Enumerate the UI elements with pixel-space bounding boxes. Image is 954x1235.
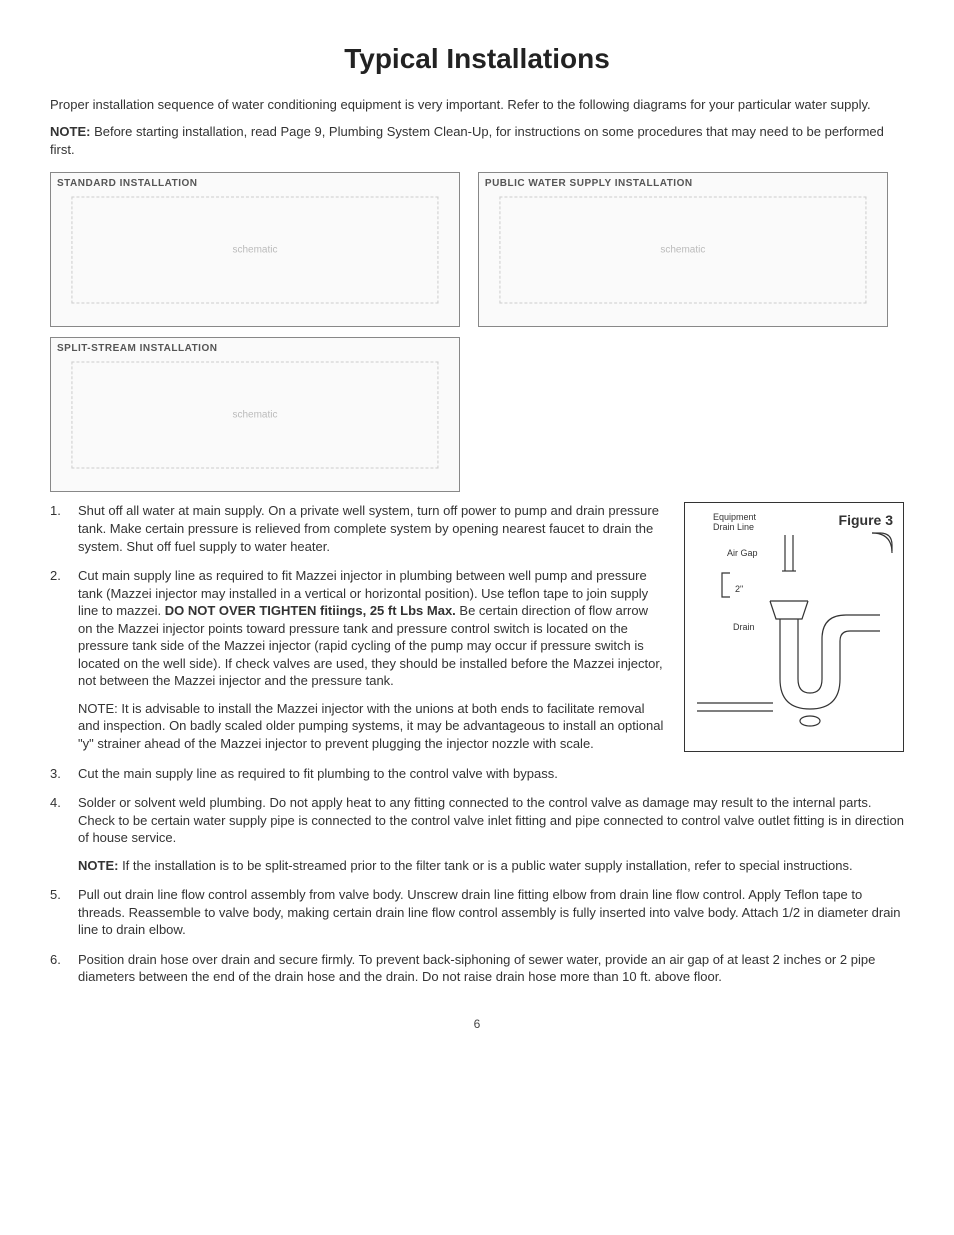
- diagrams-row: STANDARD INSTALLATION schematic SPLIT-ST…: [50, 172, 904, 492]
- p-trap-right-icon: [798, 619, 822, 693]
- page-number: 6: [50, 1016, 904, 1032]
- installation-steps-list: Shut off all water at main supply. On a …: [50, 502, 664, 752]
- step-2: Cut main supply line as required to fit …: [50, 567, 664, 752]
- intro-paragraph: Proper installation sequence of water co…: [50, 96, 904, 114]
- trap-outlet-icon: [822, 615, 880, 659]
- step-body: Pull out drain line flow control assembl…: [78, 887, 901, 937]
- step-2-note: NOTE: It is advisable to install the Maz…: [78, 700, 664, 753]
- note-label: NOTE:: [78, 858, 118, 873]
- steps-and-figure-row: Shut off all water at main supply. On a …: [50, 502, 904, 764]
- note-body: If the installation is to be split-strea…: [118, 858, 852, 873]
- trap-outlet-icon: [840, 631, 880, 659]
- diagram-placeholder-icon: schematic: [71, 361, 438, 468]
- diagram-title: SPLIT-STREAM INSTALLATION: [57, 342, 453, 356]
- step-1: Shut off all water at main supply. On a …: [50, 502, 664, 555]
- drain-funnel-icon: [770, 601, 808, 619]
- diagram-public-water-supply: PUBLIC WATER SUPPLY INSTALLATION schemat…: [478, 172, 888, 327]
- p-trap-left-icon: [780, 619, 840, 709]
- diagram-title: PUBLIC WATER SUPPLY INSTALLATION: [485, 177, 881, 191]
- page-title: Typical Installations: [50, 40, 904, 78]
- step-4-note: NOTE: If the installation is to be split…: [78, 857, 904, 875]
- diagram-standard-installation: STANDARD INSTALLATION schematic: [50, 172, 460, 327]
- note-before-install: NOTE: Before starting installation, read…: [50, 123, 904, 158]
- step-body: Position drain hose over drain and secur…: [78, 952, 875, 985]
- step-body: Shut off all water at main supply. On a …: [78, 503, 659, 553]
- step-bold-warning: DO NOT OVER TIGHTEN fitiings, 25 ft Lbs …: [165, 603, 456, 618]
- step-body: Cut the main supply line as required to …: [78, 766, 558, 781]
- installation-steps-list-continued: Cut the main supply line as required to …: [50, 765, 904, 986]
- diagram-split-stream-installation: SPLIT-STREAM INSTALLATION schematic: [50, 337, 460, 492]
- figure-3: Figure 3 Equipment Drain Line Air Gap 2"…: [684, 502, 904, 752]
- step-5: Pull out drain line flow control assembl…: [50, 886, 904, 939]
- figure-3-svg: [685, 503, 905, 753]
- step-4: Solder or solvent weld plumbing. Do not …: [50, 794, 904, 874]
- diagram-placeholder-icon: schematic: [71, 196, 438, 303]
- step-body: Solder or solvent weld plumbing. Do not …: [78, 795, 904, 845]
- dimension-bracket-icon: [722, 573, 730, 597]
- note-body: Before starting installation, read Page …: [50, 124, 884, 157]
- step-6: Position drain hose over drain and secur…: [50, 951, 904, 986]
- note-label: NOTE:: [50, 124, 90, 139]
- cleanout-cap-icon: [800, 716, 820, 726]
- step-3: Cut the main supply line as required to …: [50, 765, 904, 783]
- diagram-title: STANDARD INSTALLATION: [57, 177, 453, 191]
- diagram-placeholder-icon: schematic: [499, 196, 866, 303]
